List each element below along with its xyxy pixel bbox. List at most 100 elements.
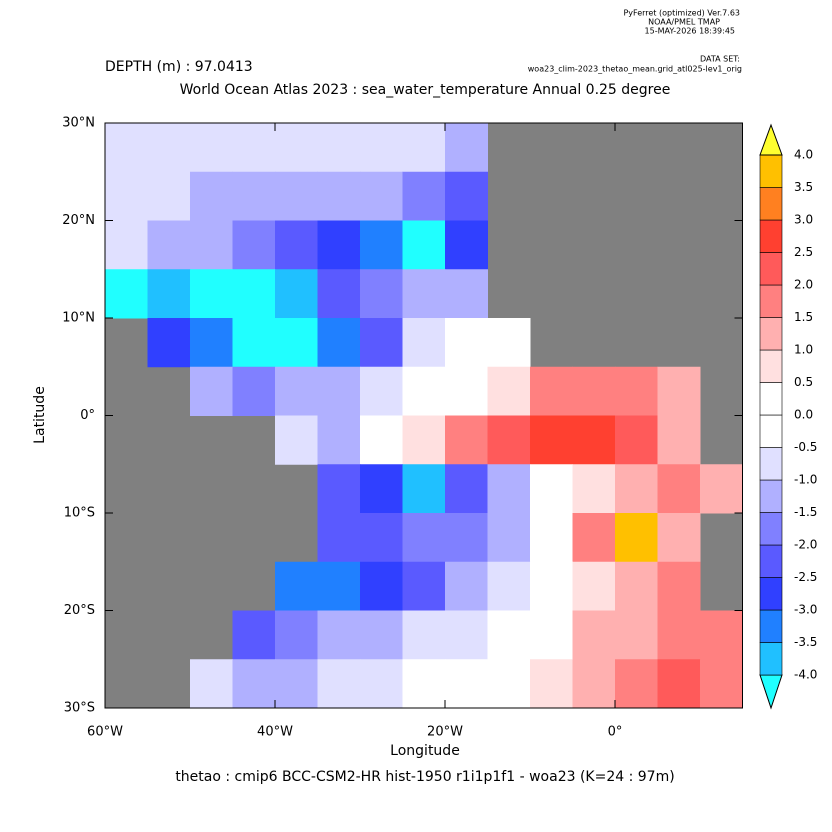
cell xyxy=(530,610,573,660)
cell xyxy=(402,464,446,514)
colorbar-label: -0.5 xyxy=(794,440,817,454)
colorbar-label: 1.5 xyxy=(794,310,813,324)
footer: thetao : cmip6 BCC-CSM2-HR hist-1950 r1i… xyxy=(175,769,674,785)
cell xyxy=(190,318,233,368)
dataset-label: DATA SET: xyxy=(700,55,740,64)
header-line: NOAA/PMEL TMAP xyxy=(648,18,720,27)
y-tick-label: 30°S xyxy=(64,701,95,716)
cell xyxy=(530,464,573,514)
cell xyxy=(317,366,361,416)
cell xyxy=(615,513,658,563)
colorbar-band xyxy=(759,252,783,286)
cell xyxy=(445,318,488,368)
depth-label: DEPTH (m) : 97.0413 xyxy=(105,59,253,75)
colorbar-band xyxy=(759,317,783,351)
cell xyxy=(360,610,403,660)
cell xyxy=(360,269,403,319)
cell xyxy=(615,366,658,416)
cell xyxy=(190,659,233,709)
colorbar-label: 1.0 xyxy=(794,343,813,357)
cell xyxy=(572,561,616,611)
cell xyxy=(317,659,361,709)
cell xyxy=(615,561,658,611)
cell xyxy=(360,659,403,709)
cell xyxy=(360,171,403,221)
cell xyxy=(147,269,191,319)
cell xyxy=(445,220,488,270)
colorbar-band xyxy=(759,382,783,416)
cell xyxy=(275,610,318,660)
header-line: 15-MAY-2026 18:39:45 xyxy=(645,27,735,36)
y-tick-label: 10°S xyxy=(64,506,95,521)
cell xyxy=(360,220,403,270)
colorbar-label: 4.0 xyxy=(794,148,813,162)
cell xyxy=(317,561,361,611)
cell xyxy=(147,318,191,368)
cell xyxy=(360,318,403,368)
cell xyxy=(275,415,318,465)
x-axis-label: Longitude xyxy=(390,743,460,759)
cell xyxy=(275,318,318,368)
colorbar-band xyxy=(759,187,783,221)
cell xyxy=(232,610,276,660)
cell xyxy=(402,123,446,173)
colorbar-over xyxy=(759,123,783,156)
cell xyxy=(445,610,488,660)
cell xyxy=(232,659,276,709)
colorbar-band xyxy=(759,512,783,546)
cell xyxy=(572,513,616,563)
cell xyxy=(275,269,318,319)
cell xyxy=(615,415,658,465)
colorbar-band xyxy=(759,447,783,481)
cell xyxy=(445,123,488,173)
cell xyxy=(445,464,488,514)
cell xyxy=(190,366,233,416)
colorbar-band xyxy=(759,609,783,643)
cell xyxy=(445,659,488,709)
cell xyxy=(317,171,361,221)
cell xyxy=(360,561,403,611)
cell xyxy=(530,561,573,611)
cell xyxy=(360,464,403,514)
cell xyxy=(317,220,361,270)
cell xyxy=(190,269,233,319)
cell xyxy=(232,269,276,319)
cell xyxy=(530,659,573,709)
cell xyxy=(657,513,701,563)
colorbar-label: 3.0 xyxy=(794,213,813,227)
cell xyxy=(572,415,616,465)
cell xyxy=(487,318,531,368)
y-tick-label: 10°N xyxy=(62,311,95,326)
cell xyxy=(700,610,743,660)
cell xyxy=(487,366,531,416)
colorbar-label: -1.5 xyxy=(794,505,817,519)
y-tick-label: 20°S xyxy=(64,603,95,618)
cell xyxy=(232,123,276,173)
cell xyxy=(232,171,276,221)
colorbar-band xyxy=(759,414,783,448)
colorbar-band xyxy=(759,642,783,676)
cell xyxy=(232,366,276,416)
cell xyxy=(190,220,233,270)
y-axis-label: Latitude xyxy=(32,386,48,444)
colorbar-band xyxy=(759,577,783,611)
cell xyxy=(657,610,701,660)
cell xyxy=(657,659,701,709)
cell xyxy=(317,318,361,368)
cell xyxy=(530,366,573,416)
cell xyxy=(275,659,318,709)
colorbar-label: -2.5 xyxy=(794,570,817,584)
cell xyxy=(657,464,701,514)
cell xyxy=(657,415,701,465)
cell xyxy=(402,269,446,319)
cell xyxy=(402,318,446,368)
colorbar-label: 2.5 xyxy=(794,245,813,259)
cell xyxy=(445,366,488,416)
colorbar-label: -3.0 xyxy=(794,603,817,617)
cell xyxy=(402,171,446,221)
cell xyxy=(487,659,531,709)
cell xyxy=(487,610,531,660)
cell xyxy=(402,513,446,563)
colorbar-label: -1.0 xyxy=(794,473,817,487)
cell xyxy=(487,464,531,514)
